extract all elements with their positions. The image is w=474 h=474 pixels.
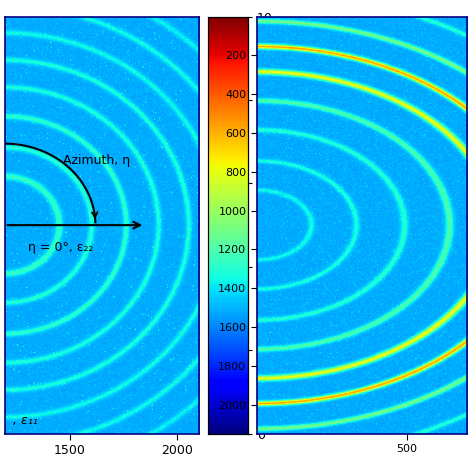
Text: η = 0°, ε₂₂: η = 0°, ε₂₂ [28, 241, 94, 255]
Text: , ε₁₁: , ε₁₁ [12, 414, 37, 428]
Text: Azimuth, η: Azimuth, η [63, 154, 130, 167]
